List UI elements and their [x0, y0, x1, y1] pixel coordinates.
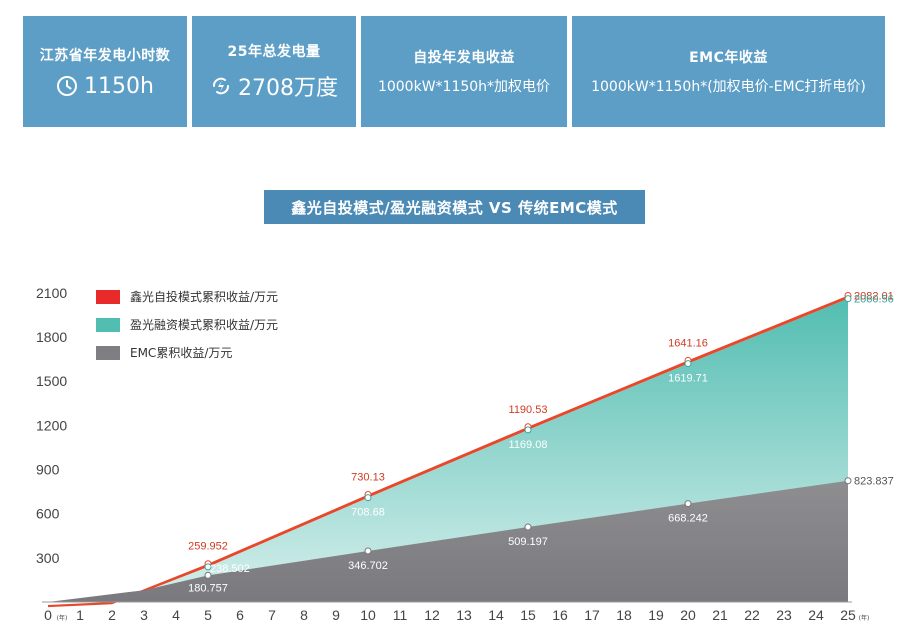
legend-label: EMC累积收益/万元 — [130, 346, 233, 360]
x-tick-label: 21 — [712, 607, 728, 623]
data-point — [204, 563, 212, 571]
x-tick-label: 17 — [584, 607, 600, 623]
card-total-generation: 25年总发电量 2708万度 — [192, 16, 356, 127]
x-tick-label: 24 — [808, 607, 824, 623]
card-self-investment-revenue: 自投年发电收益 1000kW*1150h*加权电价 — [361, 16, 567, 127]
x-tick-label: 11 — [393, 607, 408, 623]
x-tick-label: 10 — [360, 607, 376, 623]
x-tick-label: 3 — [140, 607, 148, 623]
data-point — [524, 426, 532, 434]
data-label: 668.242 — [668, 513, 708, 525]
x-tick-label: 7 — [268, 607, 276, 623]
legend-swatch-gray — [96, 345, 120, 360]
data-label: 1190.53 — [509, 404, 548, 416]
y-tick-label: 300 — [36, 550, 60, 566]
data-point — [844, 295, 852, 303]
data-label: 509.197 — [508, 536, 548, 548]
x-tick-label: 16 — [552, 607, 568, 623]
x-tick-label: 22 — [744, 607, 760, 623]
data-point — [844, 477, 852, 485]
data-label: 1641.16 — [668, 337, 708, 349]
legend-item-gray: EMC累积收益/万元 — [96, 344, 232, 361]
data-label: 2082.01 — [854, 291, 894, 303]
x-axis: 0 1 2 3 4 5 6 7 8 9 10 11 12 13 14 15 16 17 18 19 20 21 22 23 24… — [42, 601, 870, 623]
legend-swatch-red — [96, 289, 120, 304]
card-title: EMC年收益 — [689, 50, 768, 66]
card-emc-revenue: EMC年收益 1000kW*1150h*(加权电价-EMC打折电价) — [572, 16, 885, 127]
x-unit-label: (年) — [859, 614, 870, 622]
y-tick-label: 900 — [36, 462, 60, 478]
x-tick-label: 1 — [76, 607, 84, 623]
clock-icon — [57, 76, 78, 96]
legend-label: 盈光融资模式累积收益/万元 — [130, 318, 279, 332]
data-label: 823.837 — [854, 476, 894, 488]
data-label: 238.502 — [210, 563, 250, 575]
card-annual-hours: 江苏省年发电小时数 1150h — [23, 16, 187, 127]
x-tick-label: 13 — [456, 607, 472, 623]
card-value: 1000kW*1150h*(加权电价-EMC打折电价) — [591, 79, 866, 95]
x-tick-label: 2 — [108, 607, 116, 623]
data-point — [204, 571, 212, 579]
card-value: 2708万度 — [238, 76, 338, 101]
legend-item-red: 鑫光自投模式累积收益/万元 — [96, 288, 278, 305]
x-tick-label: 14 — [488, 607, 504, 623]
data-point — [364, 494, 372, 502]
card-title: 自投年发电收益 — [413, 50, 515, 66]
legend-swatch-teal — [96, 317, 120, 332]
data-label: 1169.08 — [509, 439, 548, 451]
x-tick-label: 18 — [616, 607, 632, 623]
lightning-icon — [213, 77, 229, 95]
data-point — [364, 547, 372, 555]
x-tick-label: 0 — [44, 607, 52, 623]
x-tick-label: 4 — [172, 607, 180, 623]
data-label: 259.952 — [188, 541, 228, 553]
chart-title: 鑫光自投模式/盈光融资模式 VS 传统EMC模式 — [264, 190, 645, 224]
data-point — [684, 500, 692, 508]
x-tick-label: 5 — [204, 607, 212, 623]
data-label: 1619.71 — [668, 373, 708, 385]
x-tick-label: 20 — [680, 607, 696, 623]
legend-label: 鑫光自投模式累积收益/万元 — [130, 290, 279, 304]
x-unit-label: (年) — [57, 614, 68, 622]
card-value: 1000kW*1150h*加权电价 — [377, 79, 551, 95]
x-tick-label: 25 — [840, 607, 856, 623]
area-gray-series — [48, 480, 848, 602]
y-tick-label: 2100 — [36, 285, 67, 301]
card-value: 1150h — [84, 73, 154, 99]
x-tick-label: 8 — [300, 607, 308, 623]
y-tick-label: 1500 — [36, 373, 67, 389]
series-areas — [48, 295, 848, 608]
x-tick-label: 23 — [776, 607, 792, 623]
legend-item-teal: 盈光融资模式累积收益/万元 — [96, 316, 278, 333]
card-title: 25年总发电量 — [227, 44, 321, 60]
y-tick-label: 600 — [36, 506, 60, 522]
data-label: 346.702 — [348, 560, 388, 572]
card-title: 江苏省年发电小时数 — [39, 47, 171, 64]
x-tick-label: 9 — [332, 607, 340, 623]
data-point — [524, 523, 532, 531]
data-label: 180.757 — [188, 582, 228, 594]
data-label: 708.68 — [351, 507, 385, 519]
y-tick-label: 1200 — [36, 417, 67, 433]
y-axis: 300 600 900 1200 1500 1800 2100 — [36, 285, 67, 566]
y-tick-label: 1800 — [36, 329, 67, 345]
data-label: 2060.56 — [854, 294, 894, 306]
data-label: 730.13 — [351, 472, 385, 484]
x-tick-label: 19 — [648, 607, 664, 623]
x-tick-label: 6 — [236, 607, 244, 623]
x-tick-label: 15 — [520, 607, 536, 623]
x-tick-label: 12 — [424, 607, 440, 623]
data-point — [684, 360, 692, 368]
series-points: 259.952 730.13 1190.53 1641.16 2082.01 238.50… — [188, 291, 894, 595]
